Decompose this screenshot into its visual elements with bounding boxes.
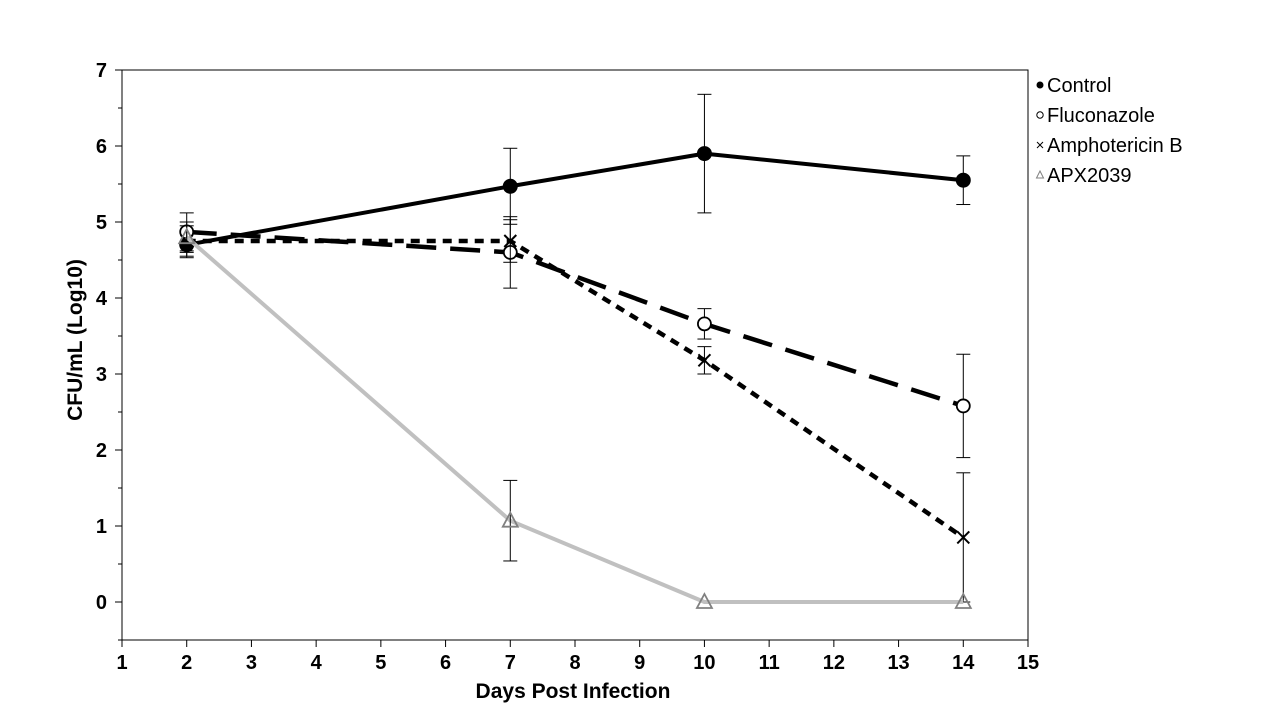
x-tick-label: 13 bbox=[887, 652, 909, 674]
plot-frame bbox=[121, 69, 1029, 641]
x-marker-stroke bbox=[956, 530, 970, 545]
y-axis-label: CFU/mL (Log10) bbox=[64, 259, 87, 421]
legend-item-amphotericin-b: Amphotericin B bbox=[1036, 135, 1183, 157]
x-marker-stroke bbox=[697, 353, 712, 368]
apx2039-point bbox=[954, 592, 973, 609]
apx2039-point bbox=[177, 227, 196, 245]
x-tick-label: 6 bbox=[440, 652, 451, 674]
series-control bbox=[179, 93, 971, 259]
y-tick-label: 1 bbox=[96, 516, 107, 538]
apx2039-line bbox=[185, 235, 964, 604]
x-tick-label: 8 bbox=[569, 652, 580, 674]
control-point bbox=[502, 178, 518, 194]
control-point bbox=[955, 172, 971, 188]
legend-label: Control bbox=[1047, 75, 1111, 97]
legend-marker bbox=[1036, 141, 1044, 149]
legend-item-fluconazole: Fluconazole bbox=[1036, 105, 1155, 127]
apx2039-error-bar bbox=[179, 221, 194, 253]
x-axis-label: Days Post Infection bbox=[476, 680, 671, 703]
apx2039-error-bar bbox=[503, 479, 518, 562]
legend-label: Fluconazole bbox=[1047, 105, 1155, 127]
amphotericin-b-point bbox=[956, 530, 970, 545]
x-axis: 1 2 3 4 5 6 7 8 9 10 11 12 13 14 15 bbox=[116, 640, 1039, 674]
y-tick-label: 2 bbox=[96, 440, 107, 462]
y-tick-label: 0 bbox=[96, 592, 107, 614]
amphotericin-b-point bbox=[697, 353, 712, 368]
x-tick-label: 14 bbox=[952, 652, 975, 674]
y-tick-label: 5 bbox=[96, 212, 107, 234]
fluconazole-point bbox=[955, 398, 971, 414]
fluconazole-line bbox=[186, 229, 964, 409]
control-line bbox=[186, 151, 964, 247]
x-tick-label: 7 bbox=[505, 652, 516, 674]
x-tick-label: 11 bbox=[759, 652, 780, 674]
amphotericin-b-line bbox=[186, 238, 965, 540]
x-tick-label: 12 bbox=[823, 652, 845, 674]
legend-label: Amphotericin B bbox=[1047, 135, 1183, 157]
y-axis: 0 1 2 3 4 5 6 7 bbox=[96, 60, 122, 641]
x-tick-label: 3 bbox=[246, 652, 257, 674]
y-tick-label: 7 bbox=[96, 60, 107, 82]
apx2039-point bbox=[695, 592, 714, 609]
apx2039-point bbox=[501, 510, 520, 528]
series-amphotericin-b bbox=[179, 219, 971, 603]
legend-marker bbox=[1036, 81, 1044, 89]
x-tick-label: 1 bbox=[116, 652, 127, 674]
series-layer bbox=[177, 93, 973, 609]
x-marker-stroke bbox=[503, 234, 517, 248]
legend-marker bbox=[1036, 111, 1044, 119]
x-tick-label: 2 bbox=[181, 652, 192, 674]
legend-item-control: Control bbox=[1036, 75, 1111, 97]
legend-item-apx2039: APX2039 bbox=[1035, 165, 1132, 187]
x-tick-label: 10 bbox=[693, 652, 715, 674]
y-tick-label: 4 bbox=[96, 288, 108, 310]
control-point bbox=[696, 146, 712, 162]
legend-label: APX2039 bbox=[1047, 165, 1132, 187]
legend: Control Fluconazole Amphotericin B APX2039 bbox=[1035, 75, 1183, 187]
fluconazole-point bbox=[697, 316, 712, 332]
x-tick-label: 5 bbox=[375, 652, 386, 674]
plot-border bbox=[121, 69, 1029, 641]
y-tick-label: 6 bbox=[96, 136, 107, 158]
x-tick-label: 15 bbox=[1017, 652, 1039, 674]
x-tick-label: 4 bbox=[311, 652, 323, 674]
series-apx2039 bbox=[177, 221, 973, 609]
y-tick-label: 3 bbox=[96, 364, 107, 386]
amphotericin-b-point bbox=[503, 234, 517, 248]
legend-marker bbox=[1035, 169, 1045, 179]
x-tick-label: 9 bbox=[634, 652, 645, 674]
